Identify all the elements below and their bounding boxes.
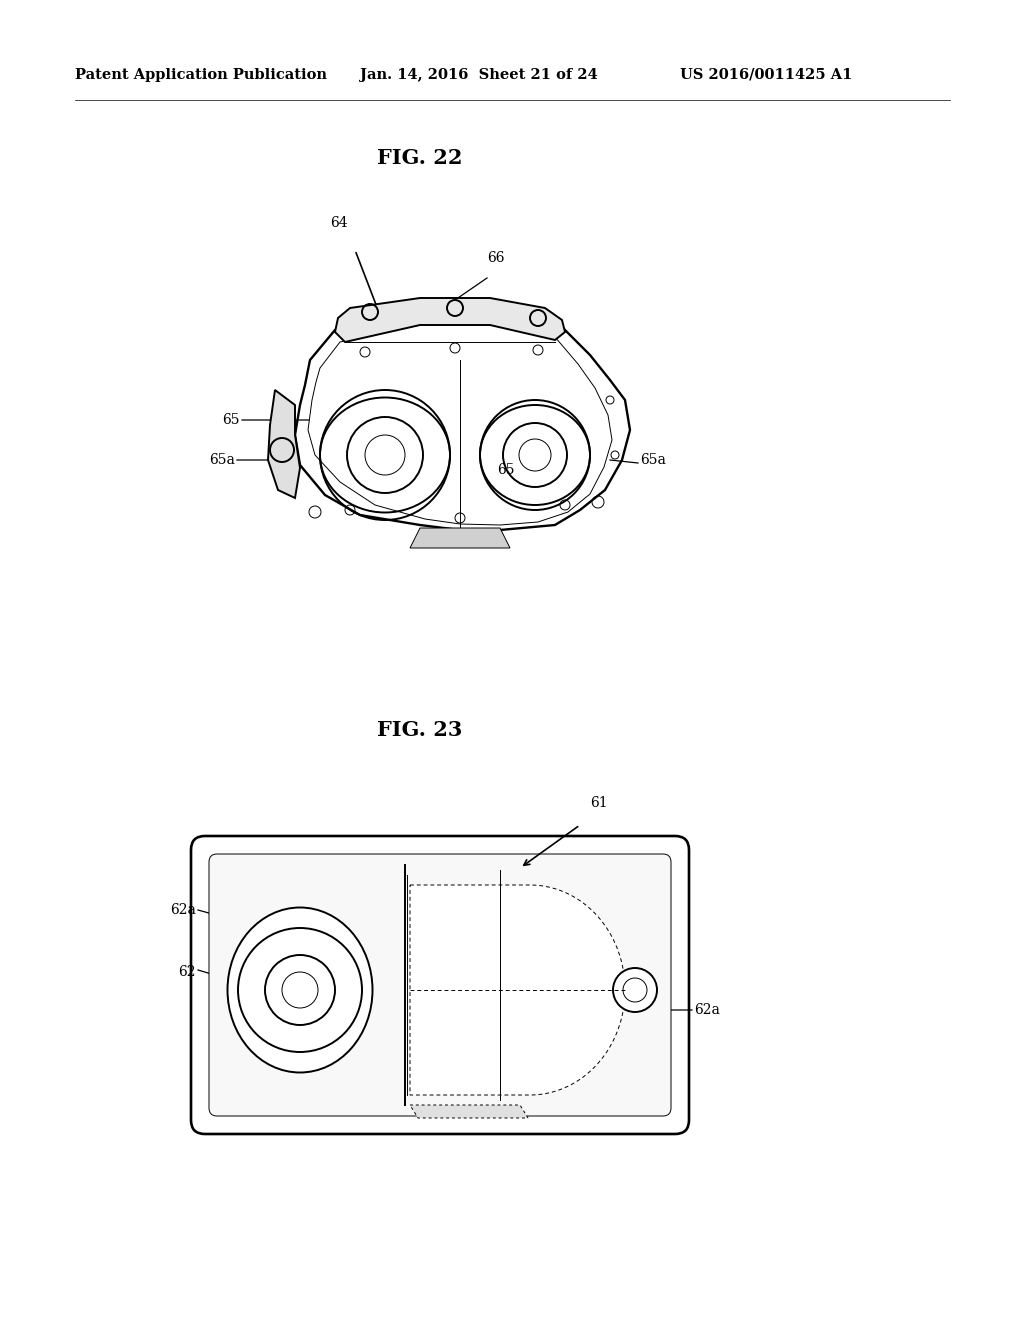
Text: 62a: 62a (170, 903, 196, 917)
FancyBboxPatch shape (209, 854, 671, 1115)
Text: FIG. 22: FIG. 22 (377, 148, 463, 168)
Polygon shape (335, 298, 565, 342)
Text: Patent Application Publication: Patent Application Publication (75, 69, 327, 82)
Text: 65a: 65a (640, 453, 666, 467)
Polygon shape (308, 323, 612, 525)
Text: 62: 62 (490, 973, 508, 987)
Text: 63: 63 (548, 1041, 565, 1055)
Text: 62: 62 (178, 965, 196, 979)
Text: 66: 66 (487, 251, 505, 265)
Text: US 2016/0011425 A1: US 2016/0011425 A1 (680, 69, 852, 82)
Text: FIG. 23: FIG. 23 (377, 719, 463, 741)
Text: 65: 65 (497, 463, 514, 477)
Polygon shape (410, 1105, 528, 1118)
Text: 64: 64 (331, 216, 348, 230)
Ellipse shape (227, 908, 373, 1072)
Polygon shape (410, 884, 625, 1096)
Polygon shape (410, 528, 510, 548)
FancyBboxPatch shape (191, 836, 689, 1134)
Text: 61: 61 (590, 796, 607, 810)
Text: Jan. 14, 2016  Sheet 21 of 24: Jan. 14, 2016 Sheet 21 of 24 (360, 69, 598, 82)
Circle shape (613, 968, 657, 1012)
Polygon shape (295, 310, 630, 531)
Text: 65: 65 (222, 413, 240, 426)
Text: 62a: 62a (694, 1003, 720, 1016)
Polygon shape (268, 389, 300, 498)
Text: 65a: 65a (209, 453, 234, 467)
